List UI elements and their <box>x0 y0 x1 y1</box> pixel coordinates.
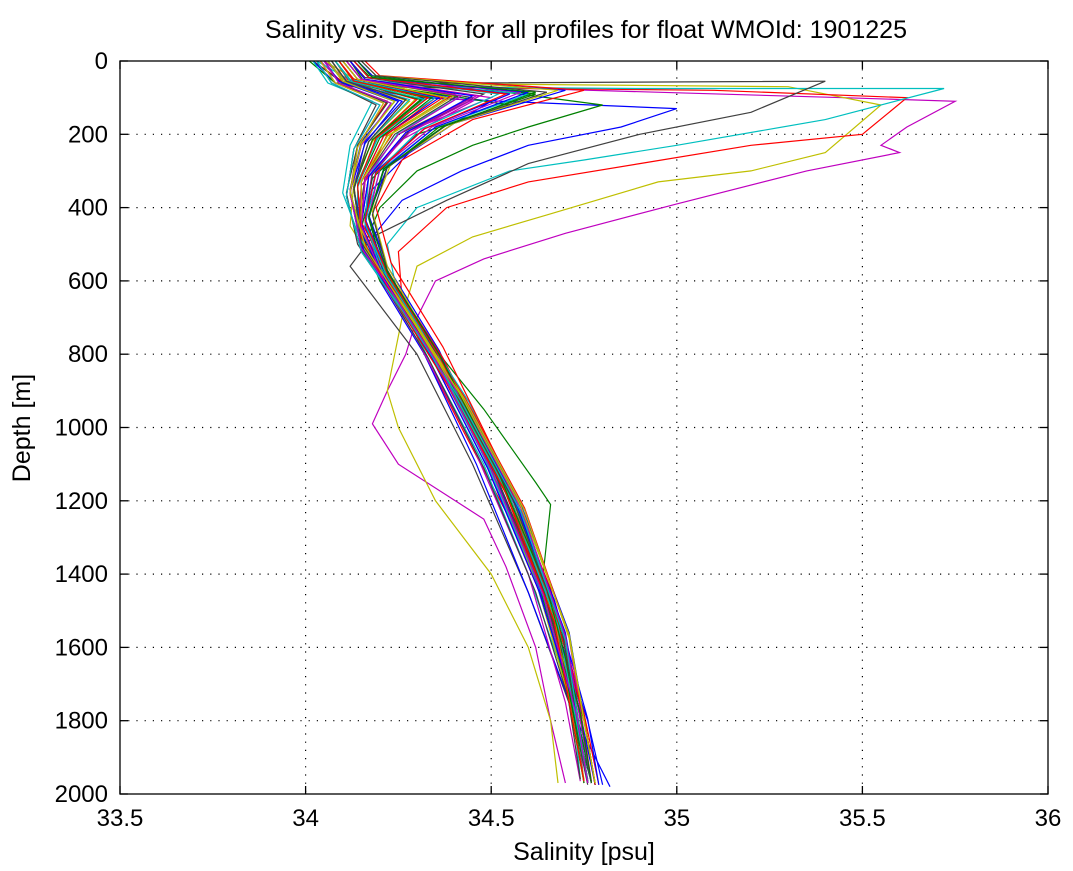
salinity-profile-line <box>312 61 826 784</box>
x-tick-labels: 33.5 34 34.5 35 35.5 36 <box>97 805 1062 832</box>
salinity-profile-line <box>338 61 585 782</box>
x-axis-label: Salinity [psu] <box>513 838 655 866</box>
y-tick-label: 1000 <box>55 415 108 442</box>
series-layer <box>308 61 958 787</box>
y-tick-label: 1600 <box>55 634 108 661</box>
y-tick-label: 800 <box>68 341 108 368</box>
salinity-profile-line <box>349 61 589 784</box>
axes-frame <box>119 60 1049 795</box>
y-tick-label: 1400 <box>55 561 108 588</box>
y-tick-label: 600 <box>68 268 108 295</box>
y-tick-labels: 0 200 400 600 800 1000 1200 1400 1600 1800 2000 <box>55 48 108 808</box>
grid <box>120 61 1048 794</box>
x-tick-label: 36 <box>1035 805 1062 832</box>
salinity-profile-line <box>316 61 945 780</box>
salinity-profile-line <box>345 61 589 784</box>
y-tick-label: 1800 <box>55 708 108 735</box>
salinity-profile-line <box>323 61 592 784</box>
salinity-profile-line <box>331 61 589 782</box>
salinity-profile-line <box>360 61 589 784</box>
y-axis-label: Depth [m] <box>8 374 36 482</box>
chart-title: Salinity vs. Depth for all profiles for … <box>265 16 907 44</box>
x-tick-label: 33.5 <box>97 805 144 832</box>
x-tick-label: 34 <box>292 805 319 832</box>
salinity-profile-line <box>319 61 958 784</box>
salinity-profile-line <box>323 61 581 782</box>
salinity-profile-line <box>319 61 596 784</box>
salinity-profile-line <box>316 61 589 782</box>
y-tick-label: 0 <box>95 48 108 75</box>
x-tick-label: 34.5 <box>468 805 515 832</box>
salinity-profile-line <box>357 61 592 784</box>
plot-area <box>308 61 958 787</box>
x-tick-label: 35.5 <box>839 805 886 832</box>
y-tick-label: 200 <box>68 121 108 148</box>
salinity-profile-line <box>327 61 596 784</box>
y-tick-label: 2000 <box>55 781 108 808</box>
y-tick-label: 400 <box>68 195 108 222</box>
y-tick-label: 1200 <box>55 488 108 515</box>
x-tick-label: 35 <box>663 805 690 832</box>
ticks <box>119 60 1049 795</box>
